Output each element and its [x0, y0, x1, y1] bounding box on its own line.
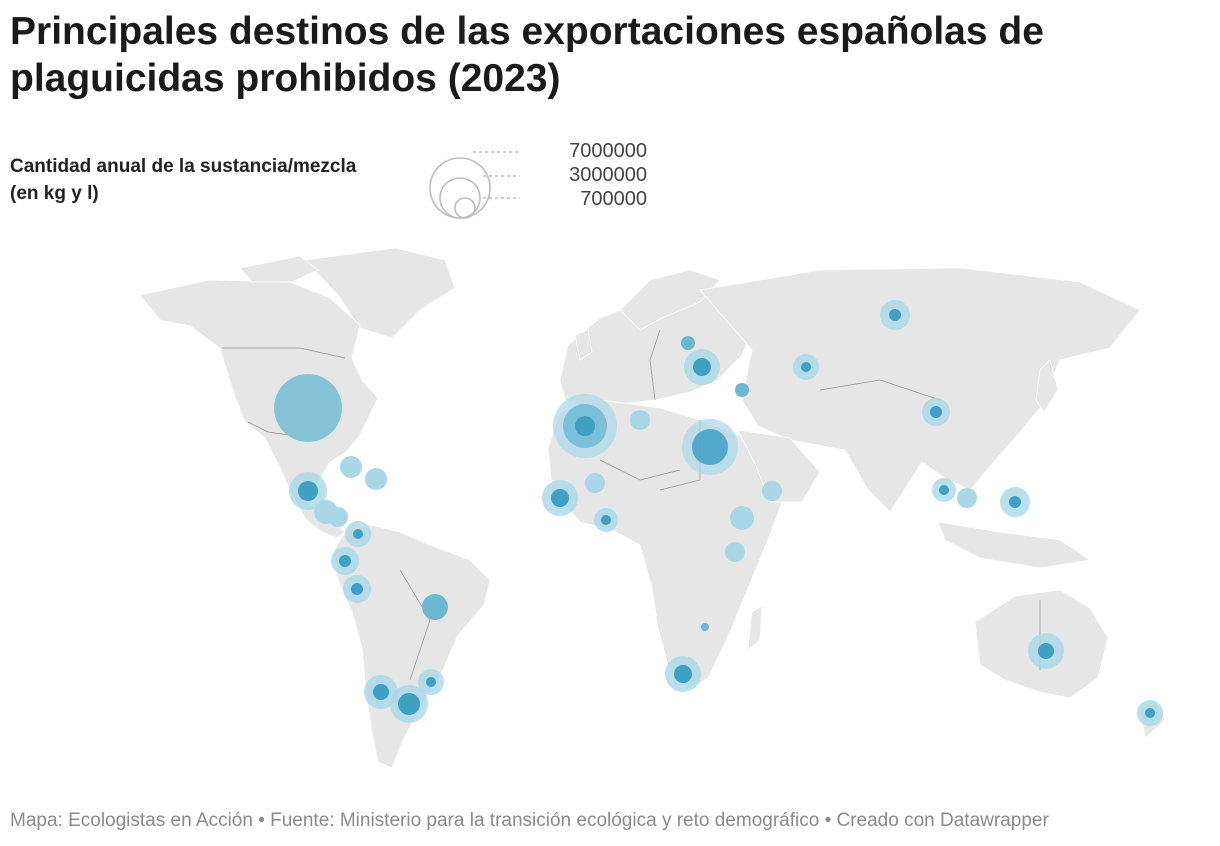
- footer-credit: Mapa: Ecologistas en Acción • Fuente: Mi…: [10, 810, 1049, 831]
- legend-value-large: 7000000: [569, 140, 647, 162]
- bubble-turkey[interactable]: [735, 383, 749, 397]
- legend-label: Cantidad anual de la sustancia/mezcla (e…: [10, 156, 357, 204]
- size-legend: 7000000 3000000 700000: [425, 138, 665, 228]
- bubble-cuba[interactable]: [340, 456, 362, 478]
- land-south-america: [332, 524, 491, 769]
- bubble-brazil[interactable]: [422, 594, 448, 620]
- land-japan: [1035, 359, 1059, 413]
- bubble-tunisia[interactable]: [630, 410, 650, 430]
- bubble-peru[interactable]: [343, 575, 371, 603]
- bubble-chile[interactable]: [364, 675, 398, 709]
- bubble-vietnam[interactable]: [957, 488, 977, 508]
- bubble-guatemala[interactable]: [289, 472, 327, 510]
- land-arabia: [737, 429, 821, 503]
- bubble-zimbabwe[interactable]: [701, 623, 709, 631]
- legend-circles: [429, 151, 520, 219]
- bubble-mali[interactable]: [585, 473, 605, 493]
- bubble-russia[interactable]: [880, 300, 910, 330]
- bubble-djibouti[interactable]: [762, 481, 782, 501]
- bubble-colombia[interactable]: [345, 521, 371, 547]
- world-map: [0, 240, 1220, 780]
- bubble-morocco[interactable]: [553, 394, 617, 458]
- bubble-china[interactable]: [922, 398, 950, 426]
- land-north-america: [139, 279, 379, 539]
- bubbles: [274, 300, 1163, 726]
- bubble-uruguay[interactable]: [418, 669, 444, 695]
- bubble-egypt[interactable]: [682, 419, 738, 475]
- bubble-argentina[interactable]: [390, 685, 428, 723]
- land-greenland: [304, 247, 456, 339]
- bubble-poland[interactable]: [681, 336, 695, 350]
- bubble-dominican-republic[interactable]: [365, 468, 387, 490]
- chart-title: Principales destinos de las exportacione…: [10, 10, 1044, 100]
- bubble-panama[interactable]: [328, 507, 348, 527]
- bubble-south-africa[interactable]: [665, 656, 701, 692]
- bubble-senegal[interactable]: [542, 480, 578, 516]
- legend-value-small: 700000: [580, 188, 647, 210]
- land-arctic-islands: [239, 255, 319, 283]
- world-map-svg: [139, 247, 1166, 769]
- bubble-ghana[interactable]: [594, 508, 618, 532]
- bubble-kenya[interactable]: [725, 542, 745, 562]
- land-uk: [574, 329, 593, 361]
- bubble-new-zealand[interactable]: [1137, 700, 1163, 726]
- bubble-ecuador[interactable]: [331, 547, 359, 575]
- legend-value-medium: 3000000: [569, 164, 647, 186]
- bubble-usa[interactable]: [274, 374, 342, 442]
- bubble-thailand[interactable]: [932, 478, 956, 502]
- bubble-philippines[interactable]: [1000, 487, 1030, 517]
- bubble-kazakhstan[interactable]: [793, 354, 819, 380]
- bubble-ethiopia[interactable]: [730, 506, 754, 530]
- bubble-australia[interactable]: [1028, 633, 1064, 669]
- bubble-ukraine[interactable]: [684, 349, 720, 385]
- land-madagascar: [747, 605, 763, 651]
- land-indonesia: [937, 521, 1092, 569]
